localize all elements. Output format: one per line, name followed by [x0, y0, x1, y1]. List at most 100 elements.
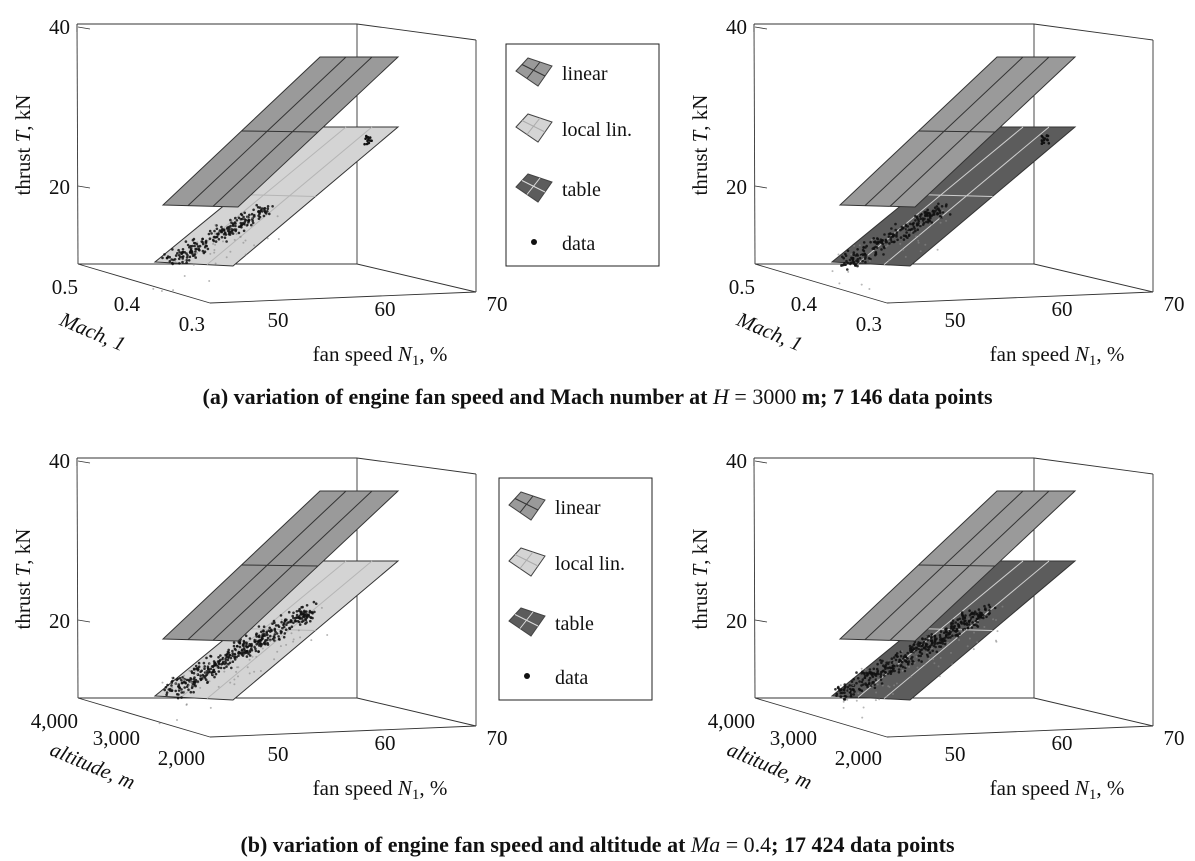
data-point: [883, 674, 886, 677]
data-point: [902, 238, 906, 241]
z-tick-label: 20: [49, 609, 70, 633]
data-point: [209, 667, 213, 671]
frame-edge: [209, 725, 477, 738]
data-point: [268, 626, 272, 630]
data-point: [208, 662, 211, 665]
data-point: [884, 663, 888, 667]
data-point: [860, 672, 863, 675]
legend-swatch-linear: [508, 491, 546, 521]
data-point: [1001, 605, 1004, 608]
data-point: [921, 642, 925, 645]
data-point: [861, 678, 865, 681]
data-point: [226, 658, 230, 662]
data-point: [230, 666, 233, 670]
data-point: [908, 665, 911, 668]
data-point: [201, 237, 204, 241]
legend-swatch-grid: [526, 61, 541, 79]
data-point: [942, 639, 946, 642]
data-point: [207, 232, 211, 236]
data-point: [857, 692, 860, 695]
z-tick-label: 40: [49, 449, 70, 473]
data-point: [152, 287, 155, 290]
data-point: [856, 257, 860, 261]
data-point: [912, 225, 916, 229]
data-point: [305, 621, 308, 624]
x-tick-label: 70: [487, 726, 508, 750]
data-point: [982, 616, 985, 620]
data-point: [919, 250, 922, 253]
surface-linear-grid: [918, 564, 996, 567]
data-point: [941, 211, 945, 214]
data-point: [219, 666, 223, 670]
data-point: [173, 258, 177, 261]
data-point: [175, 678, 179, 682]
data-point: [865, 683, 868, 687]
x-tick-label: 50: [268, 308, 289, 332]
data-point: [884, 671, 887, 674]
data-point: [214, 243, 217, 246]
data-point: [983, 626, 986, 628]
frame-edge: [77, 697, 211, 738]
data-point: [979, 615, 983, 618]
data-point: [232, 644, 236, 648]
z-tick-label: 40: [726, 449, 747, 473]
z-tick-label: 40: [726, 15, 747, 39]
data-point: [876, 678, 879, 681]
data-point: [204, 670, 207, 673]
data-point: [974, 619, 978, 623]
data-point: [158, 722, 161, 725]
data-point: [257, 625, 261, 628]
data-point: [895, 682, 898, 685]
data-point: [163, 253, 166, 256]
frame-edge: [886, 291, 1154, 304]
data-point: [260, 207, 264, 210]
data-point: [253, 244, 256, 247]
data-point: [197, 661, 201, 665]
data-point: [279, 631, 283, 635]
data-point: [894, 228, 897, 232]
data-point: [922, 221, 926, 225]
data-point: [214, 232, 217, 235]
data-point: [283, 621, 286, 625]
data-point: [367, 141, 371, 145]
data-point: [881, 670, 884, 673]
data-point: [223, 236, 227, 239]
data-point: [248, 213, 251, 217]
data-point: [238, 640, 242, 643]
data-point: [858, 688, 862, 692]
data-point: [199, 674, 202, 677]
data-point: [919, 211, 922, 214]
data-point: [233, 683, 236, 686]
data-point: [915, 222, 919, 225]
data-point: [244, 644, 248, 648]
data-point: [243, 211, 246, 215]
data-point: [170, 684, 173, 687]
data-point: [939, 636, 942, 639]
data-point: [237, 654, 240, 657]
data-point: [366, 136, 370, 139]
data-point: [874, 253, 877, 257]
data-point: [888, 670, 891, 673]
data-point: [849, 694, 853, 698]
data-point: [283, 632, 287, 635]
data-point: [844, 254, 848, 257]
data-point: [254, 647, 257, 650]
data-point: [873, 686, 877, 690]
data-point: [936, 248, 939, 251]
data-point: [237, 216, 241, 220]
data-point: [920, 660, 923, 663]
x-axis-label: fan speed N1, %: [990, 776, 1125, 803]
data-point: [203, 678, 205, 681]
data-point: [867, 682, 871, 686]
data-point: [843, 263, 846, 267]
data-point: [214, 262, 217, 265]
data-point: [893, 240, 896, 244]
data-point: [873, 673, 877, 676]
data-point: [987, 612, 990, 616]
data-point: [925, 213, 928, 217]
data-point: [941, 209, 944, 212]
data-point: [968, 637, 971, 640]
data-point: [1043, 137, 1047, 140]
data-point: [937, 665, 940, 668]
data-point: [269, 640, 272, 642]
